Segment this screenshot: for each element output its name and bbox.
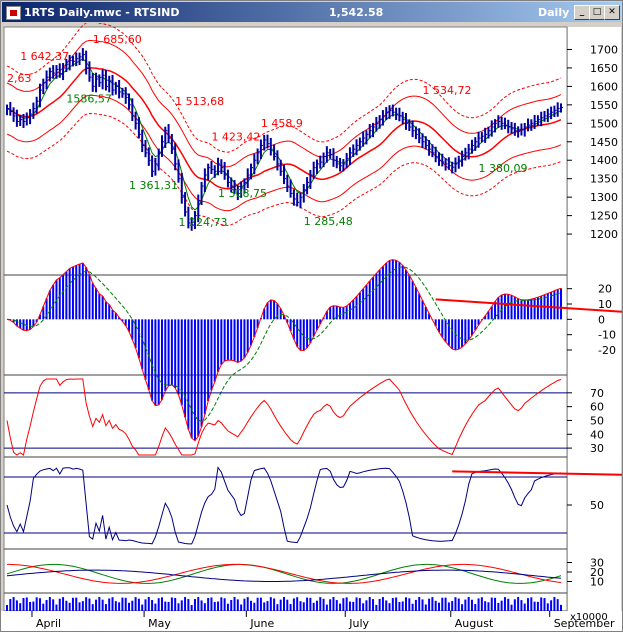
- x-axis-label: June: [249, 617, 274, 630]
- macd-y-tick-label: 10: [598, 298, 612, 311]
- rsi-line: [6, 378, 562, 456]
- price-y-tick-label: 1600: [590, 80, 618, 93]
- price-y-tick-label: 1650: [590, 62, 618, 75]
- macd-y-tick-label: -20: [598, 344, 616, 357]
- x-axis-strip: [1, 611, 622, 631]
- rsi-y-tick-label: 40: [590, 428, 604, 441]
- adx-y-tick-label: 30: [590, 557, 604, 570]
- price-annotation: 1 458,9: [261, 117, 303, 130]
- price-annotation: 1 513,68: [175, 95, 224, 108]
- price-annotation: 1 423,42: [211, 130, 260, 143]
- title-bar[interactable]: 1RTS Daily.mwc - RTSIND 1,542.58 Daily _…: [2, 2, 621, 22]
- macd-signal-line: [6, 266, 562, 422]
- period-label: Daily: [538, 6, 570, 19]
- macd-y-tick-label: -10: [598, 329, 616, 342]
- price-y-tick-label: 1500: [590, 117, 618, 130]
- window-title: 1RTS Daily.mwc - RTSIND: [24, 6, 180, 19]
- price-y-tick-label: 1250: [590, 210, 618, 223]
- lower-band: [6, 94, 562, 212]
- macd-divergence-line: [435, 298, 622, 313]
- adx-y-tick-label: 20: [590, 566, 604, 579]
- x-axis-label: July: [348, 617, 369, 630]
- price-annotation: 1586,57: [66, 93, 112, 106]
- price-annotation: 1 361,31: [129, 179, 178, 192]
- price-y-tick-label: 1550: [590, 99, 618, 112]
- price-annotation: 1 685,60: [93, 33, 142, 46]
- adx-y-tick-label: 10: [590, 576, 604, 589]
- x-axis-label: August: [455, 617, 494, 630]
- rsi-y-tick-label: 70: [590, 387, 604, 400]
- stoch-divergence-line: [452, 470, 622, 476]
- price-annotation: 1 285,48: [304, 215, 353, 228]
- rsi-y-tick-label: 30: [590, 442, 604, 455]
- price-y-tick-label: 1200: [590, 228, 618, 241]
- price-annotation: 1 224,73: [178, 216, 227, 229]
- price-annotation: 1 534,72: [423, 84, 472, 97]
- price-y-tick-label: 1400: [590, 154, 618, 167]
- minus-di-line: [7, 563, 562, 584]
- price-y-tick-label: 1700: [590, 43, 618, 56]
- macd-y-tick-label: 20: [598, 283, 612, 296]
- chart-canvas[interactable]: AprilMayJuneJulyAugustSeptemberOc1200125…: [1, 23, 622, 631]
- maximize-button[interactable]: □: [589, 5, 605, 20]
- price-annotation: 1 308,75: [218, 187, 267, 200]
- price-y-tick-label: 1300: [590, 191, 618, 204]
- minimize-button[interactable]: _: [574, 5, 590, 20]
- last-price: 1,542.58: [329, 6, 384, 19]
- close-button[interactable]: ✕: [604, 5, 620, 20]
- price-annotation: 1 380,09: [479, 162, 528, 175]
- macd-line: [6, 259, 562, 442]
- stochastic-line: [6, 466, 562, 545]
- price-annotation: 2,63: [7, 72, 32, 85]
- macd-y-tick-label: 0: [598, 313, 605, 326]
- chart-app-icon: [6, 6, 21, 20]
- y-axis-strip: [568, 27, 621, 611]
- x-axis-label: April: [36, 617, 61, 630]
- price-y-tick-label: 1350: [590, 173, 618, 186]
- x-axis-label: September: [554, 617, 615, 630]
- x-axis-label: May: [148, 617, 171, 630]
- adx-line: [6, 569, 562, 582]
- upper-band: [6, 39, 562, 168]
- lower-outer-band: [6, 112, 562, 226]
- price-y-tick-label: 1450: [590, 136, 618, 149]
- price-annotation: 1 642,37: [20, 50, 69, 63]
- stoch-y-tick-label: 50: [590, 499, 604, 512]
- upper-outer-band: [6, 23, 562, 153]
- plus-di-line: [6, 563, 562, 584]
- rsi-y-tick-label: 50: [590, 414, 604, 427]
- volume-unit-label: x10000: [570, 612, 608, 623]
- rsi-y-tick-label: 60: [590, 401, 604, 414]
